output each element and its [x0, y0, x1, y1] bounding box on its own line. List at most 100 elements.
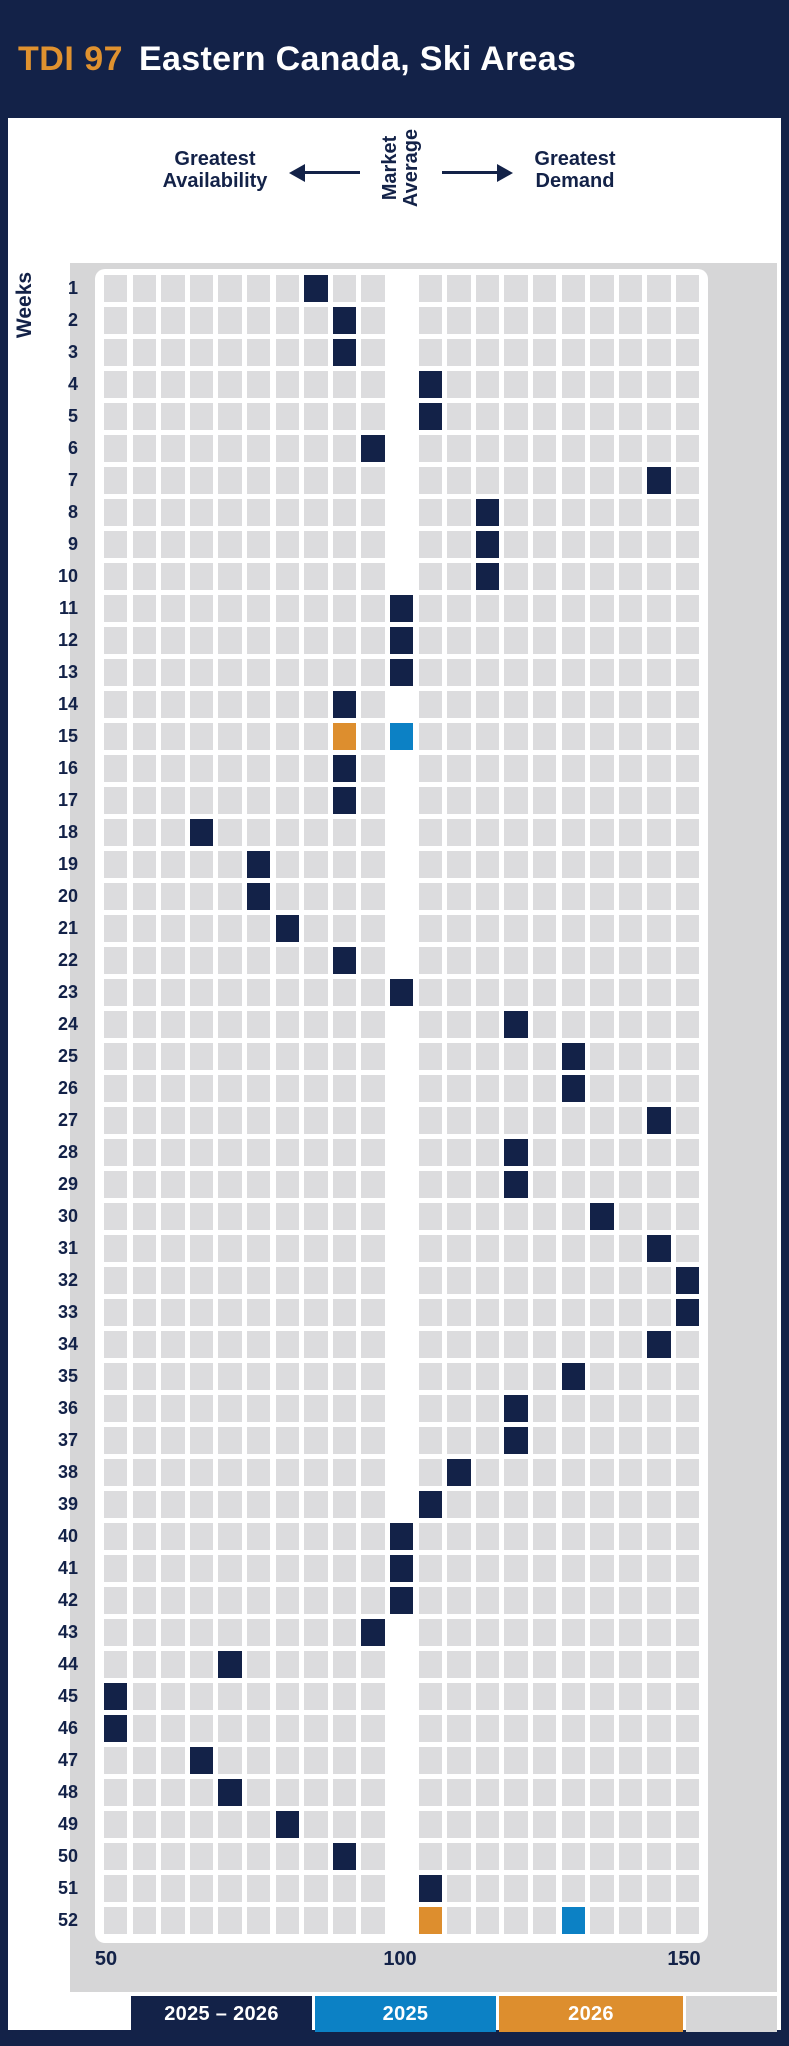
grid-cell: [618, 723, 643, 750]
grid-cell: [304, 787, 328, 814]
grid-cell: [647, 1747, 671, 1774]
grid-cell: [161, 723, 185, 750]
grid-cell: [676, 499, 700, 526]
grid-cell: [104, 1075, 128, 1102]
grid-cell: [275, 1011, 299, 1038]
grid-cell: [189, 1683, 214, 1710]
grid-cell: [504, 1107, 528, 1134]
grid-cell: [590, 1619, 614, 1646]
grid-cell: [618, 979, 643, 1006]
grid-cell: [161, 1331, 185, 1358]
grid-cell: [475, 1619, 500, 1646]
grid-cell: [447, 1331, 471, 1358]
grid-cell: [475, 1491, 500, 1518]
grid-cell: [590, 1523, 614, 1550]
grid-cell: [618, 1203, 643, 1230]
grid-cell: [332, 1235, 357, 1262]
grid-cell: [590, 563, 614, 590]
grid-cell: [361, 1747, 385, 1774]
grid-cell: [533, 755, 557, 782]
grid-cell: [218, 915, 242, 942]
grid-cell: [676, 851, 700, 878]
frame-border-right: [781, 0, 789, 2046]
grid-cell: [189, 947, 214, 974]
grid-cell: [533, 339, 557, 366]
marker-navy: [561, 1363, 585, 1390]
grid-cell: [104, 467, 128, 494]
grid-cell: [561, 787, 585, 814]
grid-cell: [275, 1203, 299, 1230]
grid-cell: [104, 947, 128, 974]
grid-cell: [304, 531, 328, 558]
grid-cell: [161, 1011, 185, 1038]
grid-cell: [618, 371, 643, 398]
grid-cell: [475, 339, 500, 366]
grid-cell: [189, 723, 214, 750]
grid-cell: [332, 979, 357, 1006]
grid-cell: [447, 1491, 471, 1518]
grid-cell: [561, 1491, 585, 1518]
grid-cell: [533, 883, 557, 910]
grid-cell: [132, 1203, 156, 1230]
grid-cell: [189, 1043, 214, 1070]
grid-cell: [447, 1267, 471, 1294]
grid-cell: [504, 627, 528, 654]
marker-navy: [475, 563, 500, 590]
grid-cell: [189, 915, 214, 942]
grid-cell: [504, 1299, 528, 1326]
grid-cell: [104, 1139, 128, 1166]
grid-cell: [504, 659, 528, 686]
grid-cell: [132, 1299, 156, 1326]
grid-cell: [618, 595, 643, 622]
grid-cell: [590, 435, 614, 462]
grid-cell: [447, 403, 471, 430]
grid-cell: [533, 1299, 557, 1326]
grid-cell: [533, 787, 557, 814]
grid-cell: [247, 1203, 271, 1230]
grid-cell: [247, 1267, 271, 1294]
grid-cell: [618, 1427, 643, 1454]
grid-cell: [418, 1331, 442, 1358]
grid-cell: [618, 467, 643, 494]
grid-cell: [132, 1907, 156, 1934]
grid-cell: [647, 563, 671, 590]
grid-cell: [218, 531, 242, 558]
grid-cell: [590, 339, 614, 366]
grid-cell: [132, 595, 156, 622]
grid-cell: [647, 595, 671, 622]
grid-cell: [104, 755, 128, 782]
grid-cell: [161, 1683, 185, 1710]
grid-cell: [475, 1843, 500, 1870]
grid-cell: [533, 1907, 557, 1934]
grid-cell: [275, 723, 299, 750]
grid-cell: [218, 1587, 242, 1614]
grid-cell: [304, 883, 328, 910]
grid-cell: [475, 723, 500, 750]
grid-cell: [504, 1267, 528, 1294]
week-number-label: 30: [57, 1206, 78, 1226]
grid-cell: [361, 1715, 385, 1742]
grid-cell: [104, 1843, 128, 1870]
grid-cell: [189, 1523, 214, 1550]
grid-cell: [590, 947, 614, 974]
grid-cell: [533, 1171, 557, 1198]
grid-cell: [247, 723, 271, 750]
grid-cell: [132, 979, 156, 1006]
grid-cell: [361, 755, 385, 782]
grid-cell: [161, 307, 185, 334]
grid-cell: [647, 1203, 671, 1230]
grid-cell: [676, 275, 700, 302]
legend-item-2025-2026: 2025 – 2026: [131, 1996, 312, 2032]
grid-cell: [275, 563, 299, 590]
grid-cell: [161, 1907, 185, 1934]
grid-cell: [304, 1203, 328, 1230]
grid-cell: [132, 339, 156, 366]
grid-cell: [104, 1235, 128, 1262]
grid-cell: [676, 723, 700, 750]
week-number-label: 41: [57, 1558, 78, 1578]
grid-cell: [275, 1907, 299, 1934]
marker-navy: [361, 435, 385, 462]
week-number-label: 50: [57, 1846, 78, 1866]
grid-cell: [189, 403, 214, 430]
marker-navy: [332, 691, 357, 718]
